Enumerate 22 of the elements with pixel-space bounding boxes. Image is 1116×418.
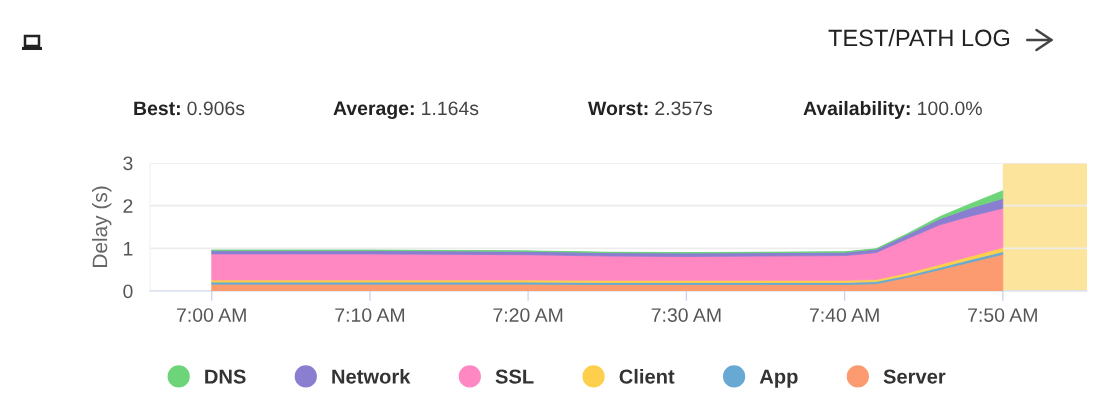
legend-label: DNS bbox=[205, 369, 246, 384]
x-tick-label: 7:50 AM bbox=[968, 308, 1037, 322]
text: Availability: 100.0% bbox=[803, 100, 982, 120]
legend-label: SSL bbox=[495, 369, 534, 384]
y-tick-label: 3 bbox=[123, 156, 133, 171]
y-tick-label: 0 bbox=[123, 284, 133, 299]
legend-label: App bbox=[759, 369, 798, 388]
y-tick-label: 2 bbox=[123, 199, 133, 213]
y-tick-label: 1 bbox=[124, 242, 133, 256]
x-tick-label: 7:30 AM bbox=[651, 308, 721, 322]
text: Worst: 2.357s bbox=[588, 101, 713, 116]
x-tick-label: 7:00 AM bbox=[177, 308, 246, 322]
x-tick-label: 7:10 AM bbox=[335, 308, 405, 322]
x-tick-label: 7:40 AM bbox=[809, 308, 879, 322]
legend-label: Network bbox=[332, 368, 411, 384]
y-axis-title: Delay (s) bbox=[91, 186, 112, 267]
text: TEST/PATH LOG bbox=[828, 29, 1010, 47]
text: Average: 1.164s bbox=[333, 101, 479, 120]
x-tick-label: 7:20 AM bbox=[493, 308, 563, 322]
text: Best: 0.906s bbox=[134, 101, 245, 116]
legend-label: Client bbox=[619, 368, 675, 384]
legend-label: Server bbox=[883, 369, 946, 384]
